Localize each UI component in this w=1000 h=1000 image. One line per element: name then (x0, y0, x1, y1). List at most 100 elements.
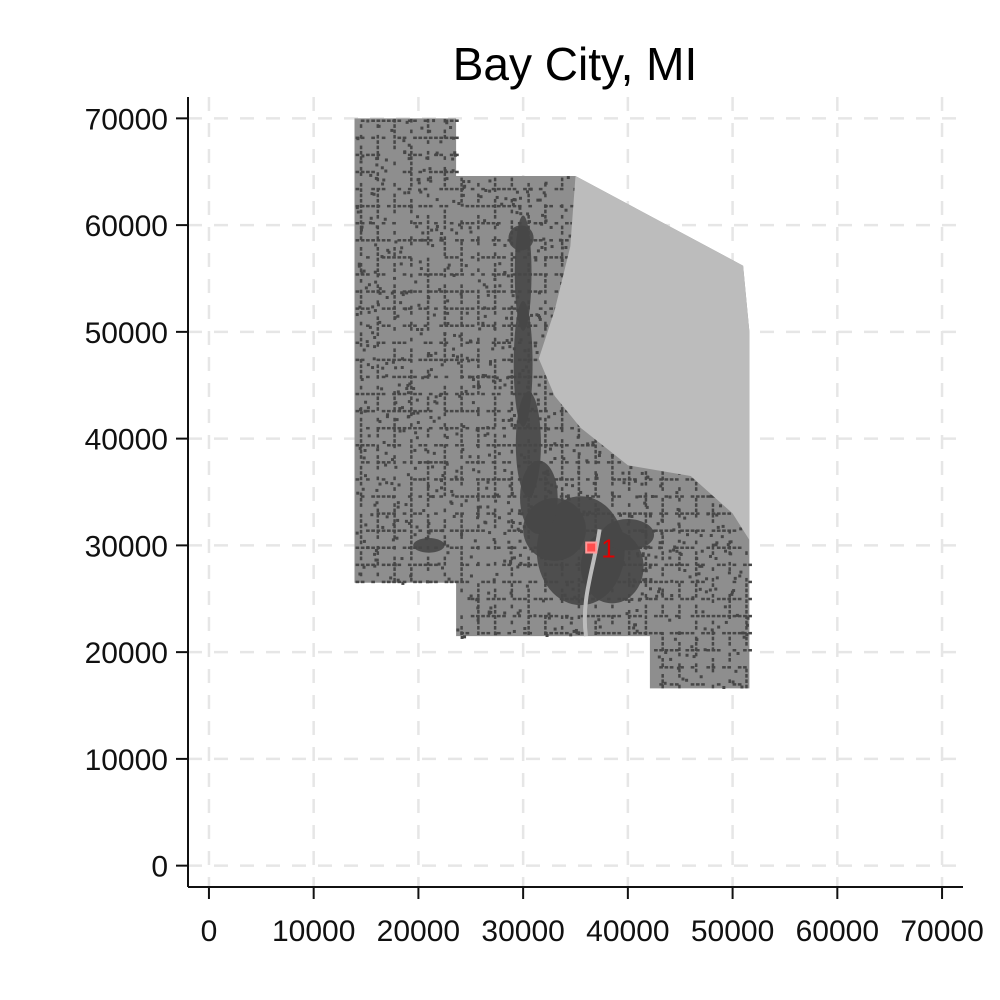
road-segment (376, 290, 381, 293)
road-segment (477, 241, 480, 246)
road-segment (393, 161, 396, 166)
urban-dot (415, 225, 419, 229)
urban-dot (504, 197, 508, 201)
road-segment (366, 392, 370, 396)
urban-dot (455, 432, 459, 436)
road-segment (402, 580, 407, 584)
road-segment (549, 307, 553, 310)
road-segment (443, 508, 447, 513)
road-segment (407, 563, 412, 567)
urban-dot (445, 121, 449, 125)
urban-dot (509, 561, 513, 565)
road-segment (617, 495, 622, 498)
road-segment (443, 535, 447, 539)
road-segment (477, 305, 480, 310)
road-segment (460, 615, 463, 619)
road-segment (701, 597, 705, 601)
urban-dot (429, 354, 433, 358)
road-segment (594, 471, 597, 475)
road-segment (661, 487, 664, 491)
road-segment (460, 182, 463, 187)
urban-dot (722, 685, 726, 689)
road-segment (507, 375, 512, 379)
road-segment (716, 512, 721, 515)
urban-dot (430, 228, 434, 232)
road-segment (444, 307, 449, 310)
road-segment (612, 614, 616, 618)
road-segment (393, 433, 396, 438)
urban-dot (714, 556, 718, 560)
urban-dot (708, 588, 712, 592)
road-segment (410, 198, 413, 203)
road-segment (460, 519, 463, 523)
urban-dot (424, 448, 428, 452)
urban-dot (446, 266, 450, 270)
road-segment (510, 289, 514, 294)
urban-dot (406, 473, 410, 477)
road-segment (716, 563, 721, 567)
road-segment (496, 631, 501, 635)
urban-dot (637, 598, 641, 602)
road-segment (426, 433, 430, 438)
road-segment (443, 492, 447, 497)
urban-dot (487, 610, 491, 614)
road-segment (426, 118, 430, 123)
road-segment (360, 221, 365, 225)
road-segment (402, 239, 407, 242)
road-segment (575, 444, 580, 447)
road-segment (360, 239, 365, 242)
road-segment (393, 348, 396, 353)
road-segment (359, 263, 363, 267)
road-segment (477, 289, 480, 294)
road-segment (510, 182, 514, 187)
road-segment (716, 529, 721, 532)
road-segment (643, 631, 648, 635)
road-segment (648, 546, 653, 550)
road-segment (661, 535, 664, 539)
road-segment (381, 273, 386, 276)
road-segment (711, 641, 715, 646)
road-segment (674, 495, 679, 498)
urban-dot (553, 442, 557, 446)
road-segment (711, 503, 715, 507)
road-segment (428, 426, 433, 430)
urban-dot (486, 432, 490, 436)
road-segment (527, 604, 530, 609)
road-segment (423, 273, 428, 276)
road-segment (477, 225, 480, 230)
road-segment (711, 577, 715, 582)
road-segment (392, 256, 396, 259)
road-segment (376, 252, 380, 256)
road-segment (355, 273, 360, 276)
road-segment (428, 409, 433, 413)
road-segment (517, 597, 522, 601)
road-segment (460, 246, 463, 251)
road-segment (491, 187, 496, 191)
road-segment (444, 119, 449, 122)
road-segment (486, 204, 491, 208)
road-segment (410, 508, 413, 513)
road-segment (371, 119, 375, 122)
road-segment (426, 214, 430, 219)
road-segment (439, 426, 444, 430)
urban-dot (437, 416, 441, 420)
road-segment (527, 182, 530, 187)
urban-dot (390, 482, 394, 486)
road-segment (386, 529, 391, 532)
road-segment (413, 324, 417, 327)
road-segment (502, 204, 506, 208)
road-segment (359, 198, 363, 203)
road-segment (493, 545, 497, 550)
urban-dot (439, 479, 443, 483)
road-segment (678, 663, 681, 668)
urban-dot (658, 541, 662, 545)
road-segment (575, 631, 580, 635)
road-segment (594, 620, 597, 625)
urban-dot (386, 413, 390, 417)
road-segment (359, 246, 363, 251)
road-segment (397, 187, 402, 191)
road-segment (355, 239, 360, 242)
road-segment (476, 375, 480, 379)
urban-dot (394, 465, 398, 469)
road-segment (376, 246, 380, 251)
